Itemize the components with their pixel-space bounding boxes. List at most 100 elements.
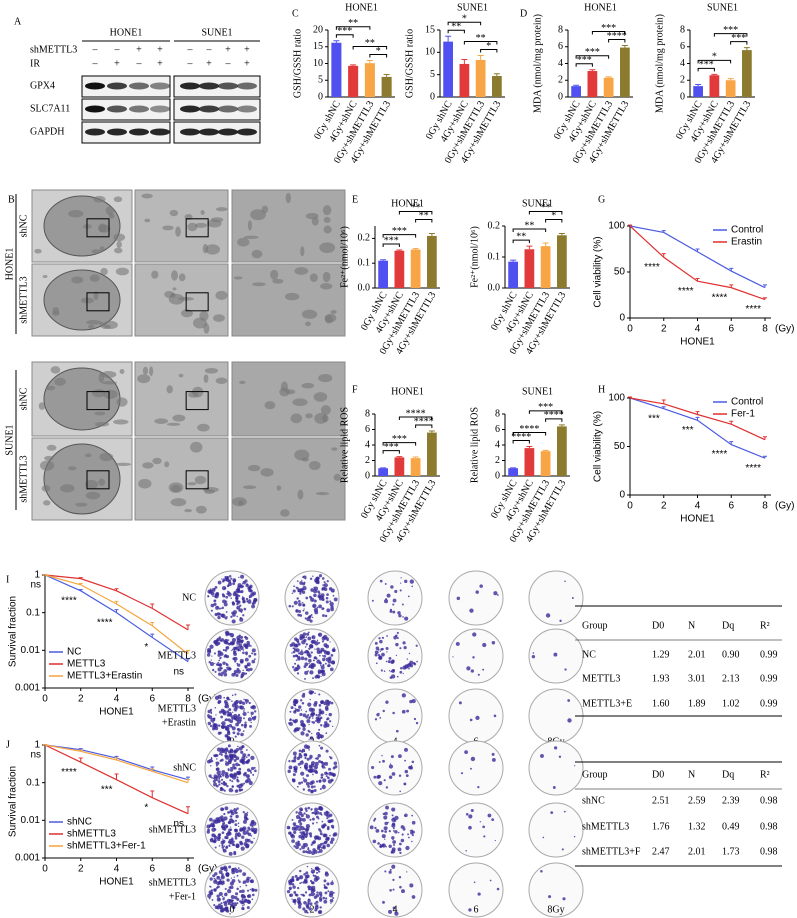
- colony: [409, 830, 411, 832]
- colony: [322, 598, 325, 601]
- error-bar: [461, 58, 468, 64]
- colony: [374, 641, 378, 645]
- colony: [227, 750, 232, 754]
- colony: [334, 765, 338, 769]
- colony: [300, 893, 303, 896]
- colony: [289, 893, 294, 897]
- colony: [240, 788, 244, 792]
- colony: [222, 648, 225, 652]
- colony: [232, 763, 236, 767]
- colony: [238, 746, 243, 751]
- colony: [407, 833, 410, 836]
- error-bar: [526, 245, 533, 250]
- colony: [236, 778, 239, 781]
- colony: [213, 877, 216, 880]
- colony: [223, 782, 228, 786]
- colony: [217, 661, 220, 664]
- colony: [326, 593, 329, 596]
- colony: [316, 647, 320, 652]
- x-tick-label: 8: [185, 694, 191, 705]
- colony: [314, 757, 317, 760]
- colony: [226, 696, 230, 700]
- colony: [246, 829, 249, 833]
- error-bar: [396, 456, 403, 458]
- colony: [221, 844, 224, 847]
- x-tick-label: 4: [695, 501, 701, 512]
- tem-organelle: [319, 242, 336, 253]
- colony-dish: [448, 802, 504, 858]
- colony: [320, 736, 323, 739]
- colony: [406, 871, 408, 873]
- x-axis-unit: (Gy): [775, 501, 794, 512]
- colony: [306, 829, 309, 831]
- colony: [247, 717, 252, 722]
- colony: [290, 834, 295, 839]
- colony: [468, 825, 472, 830]
- error-bar: [366, 59, 373, 64]
- table-cell: NC: [582, 649, 596, 660]
- y-tick-label: 100: [608, 393, 625, 404]
- colony: [400, 667, 403, 670]
- colony: [216, 818, 219, 820]
- significance-label: ns: [173, 666, 184, 677]
- x-axis-unit: (Gy): [198, 694, 217, 705]
- colony: [330, 824, 335, 829]
- colony: [238, 889, 242, 894]
- colony: [384, 811, 388, 816]
- error-bar: [628, 224, 632, 226]
- colony: [245, 749, 248, 751]
- dose-label: 8Gy: [547, 904, 564, 915]
- colony: [298, 705, 302, 709]
- tem-organelle: [323, 225, 332, 234]
- tem-organelle: [297, 489, 304, 500]
- colony: [239, 705, 243, 709]
- colony: [324, 840, 328, 844]
- colony: [226, 616, 228, 618]
- colony: [318, 909, 323, 914]
- colony: [317, 676, 320, 679]
- x-axis-label: HONE1: [680, 514, 715, 525]
- significance-bracket: [512, 228, 547, 233]
- colony: [317, 754, 321, 758]
- legend-label: METTL3+Erastin: [67, 671, 142, 682]
- colony: [219, 657, 222, 660]
- colony: [236, 635, 241, 640]
- colony: [297, 600, 301, 603]
- y-tick-label: 15: [425, 24, 435, 35]
- x-axis-unit: (Gy): [775, 324, 794, 335]
- colony: [246, 894, 250, 898]
- colony: [208, 817, 213, 822]
- colony: [252, 773, 255, 776]
- colony: [218, 819, 221, 823]
- colony: [323, 886, 327, 889]
- colony: [217, 774, 222, 778]
- colony: [289, 722, 293, 726]
- protein-label: GAPDH: [30, 126, 64, 137]
- blot-band: [180, 128, 200, 136]
- colony: [385, 700, 389, 704]
- colony: [458, 701, 462, 705]
- colony: [243, 903, 245, 906]
- colony: [232, 657, 236, 661]
- y-tick-label: 6: [365, 424, 370, 435]
- colony: [322, 896, 326, 900]
- colony: [224, 705, 227, 708]
- bar: [587, 71, 598, 97]
- colony-row-label: shNC: [173, 762, 196, 773]
- colony: [211, 655, 213, 657]
- colony: [293, 891, 297, 894]
- blot-band: [107, 82, 127, 90]
- tem-organelle: [247, 220, 252, 231]
- blot-band: [129, 128, 149, 136]
- bar: [524, 448, 535, 476]
- error-bar: [729, 441, 734, 445]
- colony: [396, 636, 399, 640]
- colony: [321, 640, 325, 643]
- significance-bracket: [335, 26, 371, 30]
- colony: [388, 830, 391, 833]
- error-bar: [150, 633, 155, 638]
- error-bar: [605, 76, 612, 78]
- colony: [318, 848, 323, 853]
- tem-organelle: [197, 423, 210, 432]
- colony: [307, 785, 310, 788]
